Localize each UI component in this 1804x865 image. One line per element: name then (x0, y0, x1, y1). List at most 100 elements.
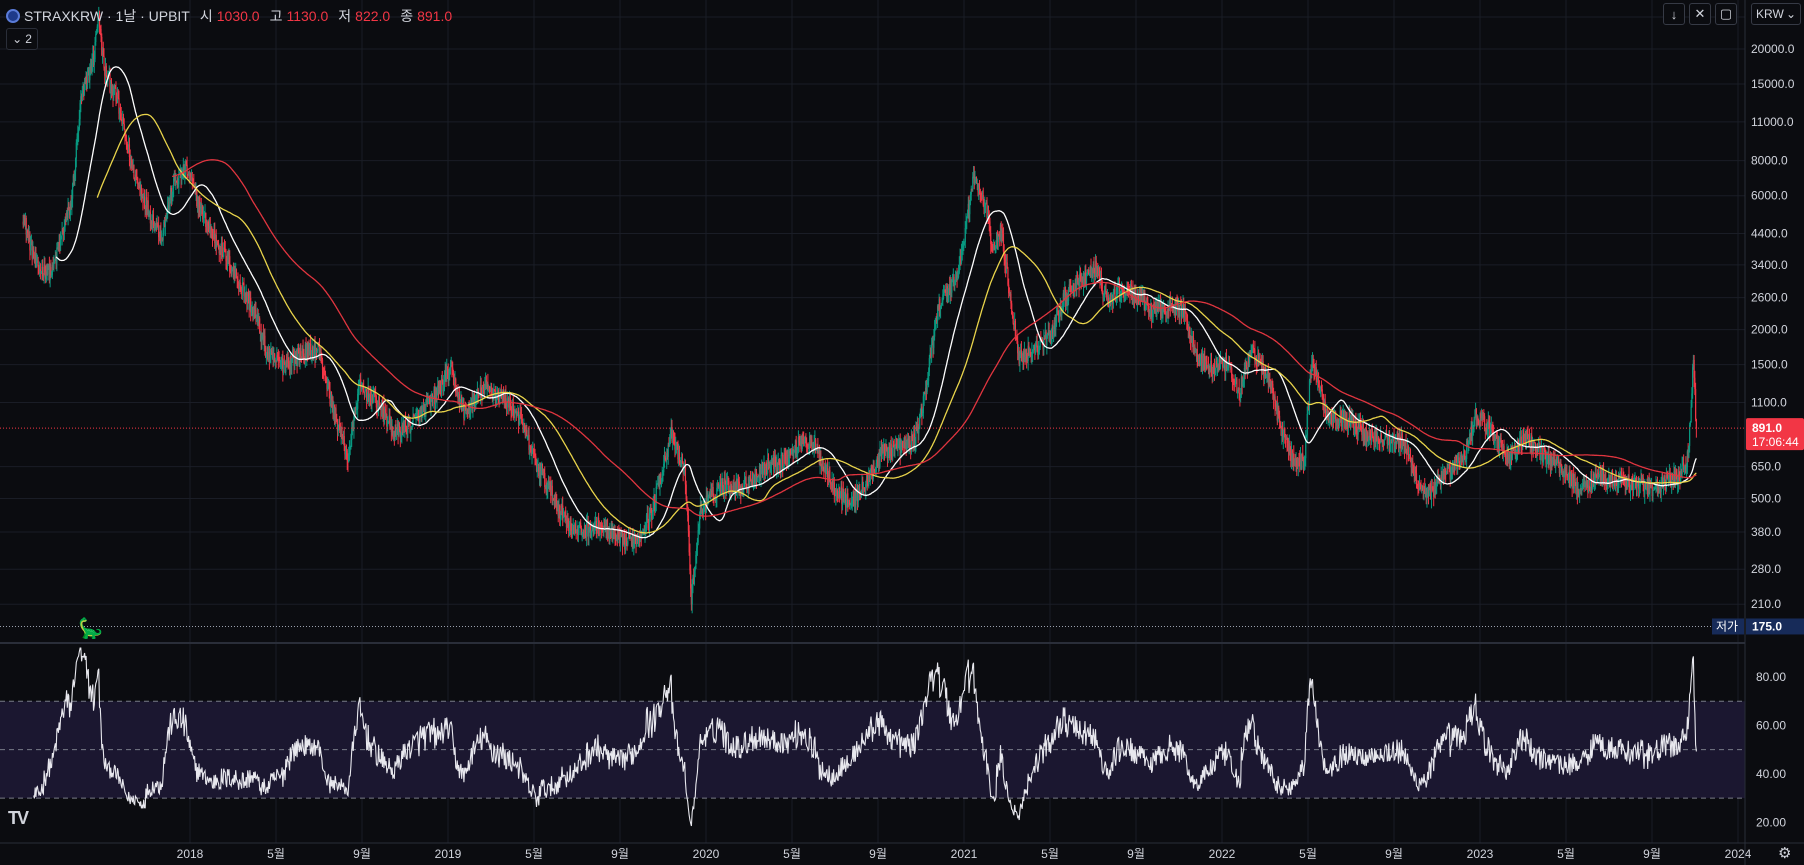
candle-body (52, 264, 54, 269)
candle-body (1048, 330, 1050, 341)
candle-body (1351, 414, 1353, 424)
symbol-title[interactable]: STRAXKRW · 1날 · UPBIT (24, 8, 190, 24)
time-tick-label: 2023 (1467, 847, 1494, 861)
candle-body (702, 509, 704, 514)
candle-body (225, 250, 227, 262)
candle-body (1520, 436, 1522, 447)
candle-body (271, 351, 273, 354)
candle-body (1212, 365, 1214, 375)
candle-body (915, 426, 917, 446)
candle-body (881, 445, 883, 455)
candle-body (1647, 480, 1650, 497)
candle-body (259, 332, 262, 334)
candle-body (797, 437, 800, 452)
price-tick-label: 2600.0 (1751, 291, 1788, 305)
candle-body (1632, 481, 1635, 490)
candle-body (452, 367, 454, 373)
candle-body (1543, 447, 1546, 451)
candle-body (1266, 371, 1269, 374)
candle-body (999, 235, 1001, 240)
candle-body (92, 53, 95, 65)
candle-body (304, 344, 306, 362)
maximize-icon: ▢ (1719, 6, 1733, 21)
candle-body (671, 426, 673, 441)
candle-body (1214, 373, 1216, 375)
candle-body (285, 360, 287, 372)
candle-body (895, 443, 897, 447)
candle-body (898, 440, 901, 444)
candle-body (570, 518, 572, 532)
candle-body (320, 349, 322, 355)
chevron-down-icon: ⌄ (1785, 7, 1796, 21)
candle-body (1255, 356, 1257, 366)
candle-body (1634, 479, 1636, 481)
candle-body (130, 159, 132, 166)
candle-body (1320, 386, 1322, 392)
candle-body (193, 183, 196, 186)
candle-body (1219, 359, 1221, 363)
candle-body (795, 440, 797, 456)
candle-body (902, 447, 904, 449)
candle-body (1492, 429, 1494, 432)
candle-body (249, 298, 251, 310)
down-arrow-button[interactable]: ↓ (1663, 3, 1685, 25)
currency-select[interactable]: KRW ⌄ (1751, 3, 1801, 25)
candle-body (1423, 485, 1425, 491)
candle-body (1548, 454, 1550, 463)
candle-body (612, 528, 615, 538)
candle-body (398, 426, 400, 435)
candle-body (1292, 453, 1294, 463)
candle-body (891, 456, 893, 458)
candle-body (832, 480, 834, 493)
candle-body (678, 452, 680, 460)
candle-body (271, 350, 273, 354)
candle-body (275, 360, 277, 362)
candle-body (482, 384, 484, 398)
indicator-collapse-button[interactable]: ⌄ 2 (6, 28, 38, 50)
candle-body (590, 533, 592, 537)
candle-body (90, 66, 92, 73)
candle-body (1148, 310, 1150, 312)
candle-body (693, 577, 695, 585)
candle-body (205, 226, 208, 228)
candle-body (341, 427, 343, 439)
candle-body (793, 451, 795, 455)
candle-body (1694, 377, 1696, 390)
candle-body (486, 382, 488, 389)
candle-body (1424, 492, 1427, 494)
candle-body (273, 353, 275, 359)
candle-body (1648, 480, 1650, 494)
candle-body (1500, 438, 1502, 448)
maximize-button[interactable]: ▢ (1715, 3, 1737, 25)
candle-body (1369, 429, 1371, 438)
candle-body (268, 351, 270, 361)
candle-body (1192, 338, 1194, 343)
candle-body (310, 355, 312, 358)
candle-body (1507, 453, 1510, 459)
tradingview-logo-icon[interactable]: TV (8, 808, 29, 828)
candle-body (966, 213, 969, 217)
candle-body (835, 489, 838, 493)
candle-body (392, 436, 395, 438)
candle-body (1154, 308, 1156, 312)
time-tick-label: 2022 (1209, 847, 1236, 861)
candle-body (187, 171, 190, 176)
candle-body (604, 525, 606, 528)
candle-body (982, 195, 984, 205)
candle-body (560, 511, 562, 515)
candle-body (1162, 308, 1164, 319)
candle-body (1405, 440, 1407, 451)
candle-body (381, 400, 383, 414)
candle-body (430, 396, 432, 407)
candle-body (162, 233, 164, 241)
collapse-button[interactable]: ✕ (1689, 3, 1711, 25)
candle-body (752, 472, 754, 486)
candle-body (916, 423, 918, 427)
candle-body (942, 292, 945, 295)
gear-icon[interactable]: ⚙ (1778, 845, 1792, 862)
candle-body (114, 87, 116, 89)
candle-body (1073, 283, 1075, 292)
candle-body (336, 418, 338, 420)
time-tick-label: 5월 (1299, 847, 1317, 861)
